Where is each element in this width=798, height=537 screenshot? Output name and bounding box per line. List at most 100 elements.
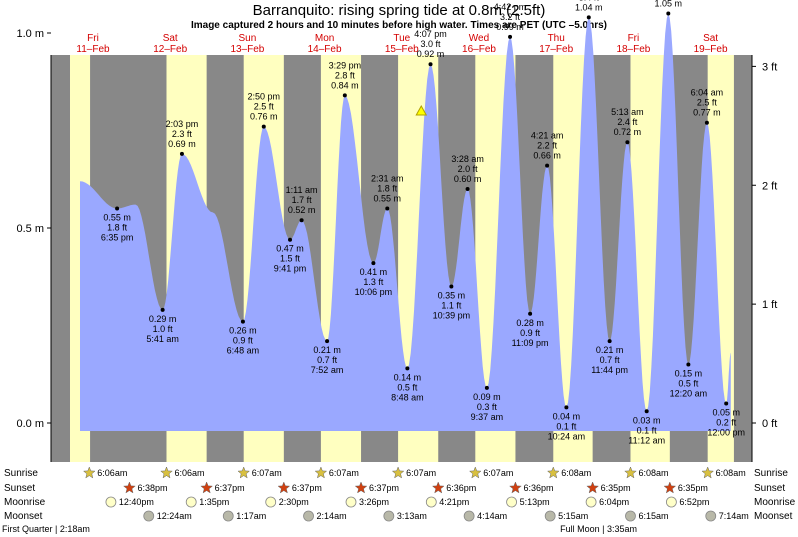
tide-label-line: 0.21 m: [313, 345, 341, 355]
high-tide-label: 4:07 pm3.0 ft0.92 m: [414, 29, 447, 59]
day-label-date: 17–Feb: [539, 44, 573, 55]
sunset-time: 6:37pm: [292, 483, 322, 493]
sunset-row-label-right: Sunset: [754, 483, 785, 494]
tide-label-line: 4:07 pm: [414, 29, 447, 39]
chart-title: Barranquito: rising spring tide at 0.8m …: [253, 2, 546, 19]
day-label-date: 19–Feb: [694, 44, 728, 55]
sunrise-icon: [314, 466, 328, 479]
tide-label-line: 0.92 m: [417, 49, 445, 59]
sunset-icon: [123, 481, 136, 494]
day-label-date: 11–Feb: [76, 44, 110, 55]
moonrise-icon: [425, 496, 437, 508]
moonrise-row-label-left: Moonrise: [4, 497, 46, 508]
tide-label-line: 2.5 ft: [254, 102, 275, 112]
moonset-icon: [463, 510, 475, 522]
tide-label-line: 5:13 am: [611, 107, 644, 117]
tide-label-line: 2.4 ft: [617, 117, 638, 127]
low-tide-label: 0.14 m0.5 ft8:48 am: [391, 372, 424, 402]
day-label-date: 13–Feb: [230, 44, 264, 55]
sunrise-time: 6:06am: [97, 468, 127, 478]
y-tick-label-left: 0.0 m: [16, 418, 44, 430]
tide-label-line: 10:24 am: [548, 431, 586, 441]
tide-label-line: 2.8 ft: [335, 70, 356, 80]
tide-label-line: 12:20 am: [670, 389, 708, 399]
y-axis-left: 0.0 m 0.5 m 1.0 m: [16, 28, 52, 462]
low-tide-label: 0.47 m1.5 ft9:41 pm: [274, 244, 307, 274]
tide-label-line: 0.60 m: [454, 174, 482, 184]
tide-point: [607, 339, 612, 344]
tide-label-line: 6:48 am: [227, 346, 260, 356]
tide-point: [240, 319, 245, 324]
tide-point: [405, 366, 410, 371]
moonset-icon: [222, 510, 234, 522]
y-tick-label-right: 1 ft: [762, 299, 777, 311]
tide-label-line: 0.66 m: [533, 151, 561, 161]
tide-label-line: 0.7 ft: [317, 355, 338, 365]
tide-points: 0.55 m1.8 ft6:35 pm0.29 m1.0 ft5:41 am2:…: [101, 0, 745, 445]
sunrise-time: 6:07am: [252, 468, 282, 478]
tide-point: [115, 206, 120, 211]
moon-phase-label: Full Moon | 3:35am: [560, 524, 637, 534]
tide-label-line: 0.28 m: [516, 318, 544, 328]
tide-point: [449, 284, 454, 289]
moon-phase-label: First Quarter | 2:18am: [2, 524, 90, 534]
high-tide-label: 2:31 am1.8 ft0.55 m: [371, 174, 404, 204]
low-tide-label: 0.09 m0.3 ft9:37 am: [471, 392, 504, 422]
high-tide-label: 4:21 am2.2 ft0.66 m: [531, 131, 564, 161]
tide-label-line: 7:52 am: [311, 365, 344, 375]
tide-point: [371, 261, 376, 266]
tide-label-line: 3:29 pm: [329, 60, 362, 70]
tide-label-line: 8:48 am: [391, 392, 424, 402]
moonset-time: 4:14am: [477, 511, 507, 521]
tide-label-line: 0.3 ft: [477, 402, 498, 412]
moonrise-time: 6:04pm: [599, 497, 629, 507]
tide-label-line: 0.05 m: [712, 408, 740, 418]
sunset-icon: [663, 481, 677, 494]
sunrise-icon: [82, 466, 96, 479]
moonset-time: 6:15am: [638, 511, 668, 521]
day-label-date: 14–Feb: [308, 44, 342, 55]
y-axis-right: 0 ft 1 ft 2 ft 3 ft: [751, 55, 777, 462]
tide-label-line: 0.2 ft: [716, 418, 737, 428]
moonrise-time: 3:26pm: [359, 497, 389, 507]
sunset-row-label-left: Sunset: [4, 483, 35, 494]
tide-label-line: 0.69 m: [168, 139, 196, 149]
sunset-time: 6:35pm: [601, 483, 631, 493]
tide-label-line: 0.99 m: [496, 22, 524, 32]
tide-label-line: 11:09 pm: [512, 338, 549, 348]
tide-label-line: 0.09 m: [473, 392, 501, 402]
tide-label-line: 12:00 pm: [707, 428, 745, 438]
tide-area: [80, 13, 731, 431]
tide-label-line: 0.52 m: [288, 205, 316, 215]
tide-label-line: 3.0 ft: [421, 39, 442, 49]
tide-label-line: 0.9 ft: [520, 328, 541, 338]
day-label-dow: Wed: [469, 33, 489, 44]
tide-label-line: 4:42 pm: [494, 2, 527, 12]
y-tick-label-left: 1.0 m: [16, 28, 44, 40]
tide-point: [325, 339, 330, 344]
moonrise-time: 5:13pm: [520, 497, 550, 507]
high-tide-label: 1:11 am1.7 ft0.52 m: [286, 185, 318, 215]
tide-label-line: 4:21 am: [531, 131, 564, 141]
current-tide-marker: [415, 104, 428, 116]
moonrise-time: 12:40pm: [119, 497, 154, 507]
tide-label-line: 2:03 pm: [166, 119, 199, 129]
moonrise-icon: [265, 496, 277, 508]
tide-label-line: 3.4 ft: [579, 0, 600, 2]
tide-label-line: 0.04 m: [553, 411, 581, 421]
tide-label-line: 0.5 ft: [678, 379, 699, 389]
moonrise-time: 2:30pm: [279, 497, 309, 507]
low-tide-label: 0.21 m0.7 ft7:52 am: [311, 345, 344, 375]
tide-label-line: 0.41 m: [360, 267, 388, 277]
tide-label-line: 1.3 ft: [363, 277, 384, 287]
moonset-time: 5:15am: [558, 511, 588, 521]
y-tick-label-left: 0.5 m: [16, 223, 44, 235]
y-tick-label-right: 2 ft: [762, 180, 777, 192]
sunset-time: 6:36pm: [446, 483, 476, 493]
sunset-time: 6:36pm: [523, 483, 553, 493]
